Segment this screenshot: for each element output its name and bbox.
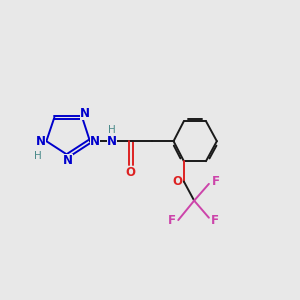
Text: N: N xyxy=(80,107,90,120)
Text: N: N xyxy=(63,154,73,167)
Text: O: O xyxy=(172,175,182,188)
Text: F: F xyxy=(212,214,219,227)
Text: F: F xyxy=(168,214,176,226)
Text: N: N xyxy=(90,135,100,148)
Text: F: F xyxy=(212,175,220,188)
Text: O: O xyxy=(126,167,136,179)
Text: N: N xyxy=(36,135,46,148)
Text: H: H xyxy=(108,125,116,135)
Text: N: N xyxy=(107,135,117,148)
Text: H: H xyxy=(34,152,42,161)
